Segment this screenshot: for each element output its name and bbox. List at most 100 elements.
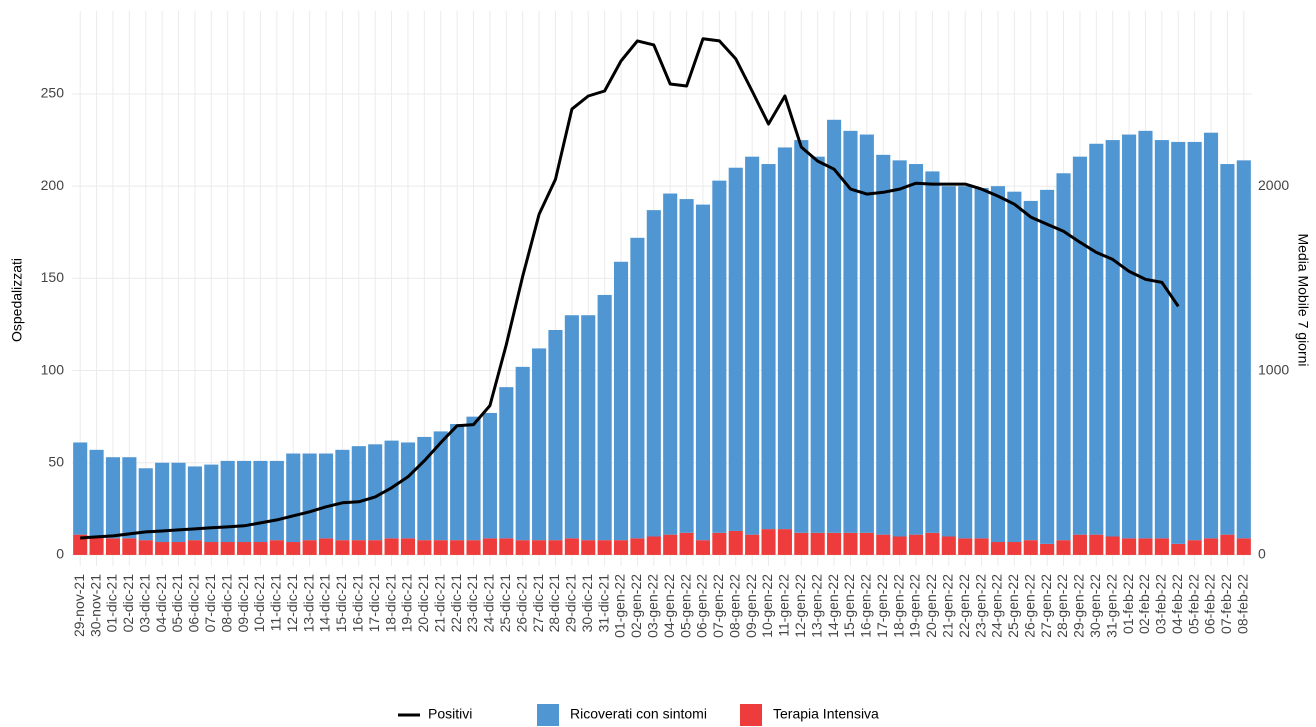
- x-tick-label: 15-gen-22: [841, 574, 857, 638]
- bar: [122, 457, 137, 539]
- bar: [302, 453, 317, 541]
- bar: [89, 449, 104, 537]
- bar: [548, 329, 563, 541]
- bar: [269, 460, 284, 541]
- bar: [515, 540, 530, 555]
- x-tick-label: 16-dic-21: [350, 574, 366, 633]
- x-tick-label: 11-dic-21: [268, 574, 284, 632]
- bar: [1040, 543, 1055, 555]
- bar: [1023, 540, 1038, 555]
- bar: [810, 532, 825, 555]
- bar: [646, 210, 661, 537]
- x-tick-label: 02-feb-22: [1136, 574, 1152, 634]
- legend-swatch: [537, 704, 559, 726]
- bar: [548, 540, 563, 555]
- bar: [351, 446, 366, 541]
- legend-swatch: [740, 704, 762, 726]
- bar: [974, 188, 989, 539]
- bar: [1122, 134, 1137, 539]
- bar: [777, 529, 792, 555]
- bar: [925, 171, 940, 533]
- bar: [204, 542, 219, 555]
- bar: [138, 468, 153, 541]
- bar: [1105, 536, 1120, 555]
- bar: [1056, 540, 1071, 555]
- x-tick-label: 04-gen-22: [661, 574, 677, 638]
- bar: [794, 140, 809, 533]
- x-tick-label: 22-dic-21: [448, 574, 464, 633]
- x-tick-label: 04-dic-21: [153, 574, 169, 633]
- bar: [1138, 538, 1153, 555]
- bar: [1122, 538, 1137, 555]
- y2-tick-label: 0: [1258, 546, 1266, 562]
- bar: [335, 540, 350, 555]
- x-tick-label: 01-gen-22: [612, 574, 628, 638]
- x-tick-label: 30-nov-21: [87, 574, 103, 637]
- bar: [745, 534, 760, 555]
- bar: [761, 164, 776, 530]
- bar: [433, 540, 448, 555]
- bar: [318, 453, 334, 539]
- bar: [679, 199, 694, 533]
- bar: [73, 534, 88, 555]
- x-tick-label: 28-gen-22: [1054, 574, 1070, 638]
- bar: [925, 532, 940, 555]
- bar: [1187, 540, 1202, 555]
- x-tick-label: 05-gen-22: [677, 574, 693, 638]
- bar: [253, 460, 268, 543]
- bar: [499, 538, 514, 555]
- x-tick-label: 09-gen-22: [743, 574, 759, 638]
- x-tick-label: 03-gen-22: [645, 574, 661, 638]
- bar: [1220, 164, 1235, 535]
- bar: [908, 164, 924, 535]
- bar: [1171, 141, 1186, 544]
- bar: [171, 542, 186, 555]
- x-tick-label: 24-gen-22: [989, 574, 1005, 638]
- bar: [974, 538, 989, 555]
- bar: [1072, 156, 1087, 535]
- bar: [663, 193, 678, 535]
- y-tick-label: 150: [41, 269, 65, 285]
- bar: [728, 530, 743, 555]
- bar: [712, 532, 727, 555]
- x-tick-label: 06-dic-21: [186, 574, 202, 633]
- bar: [187, 466, 202, 541]
- bar: [138, 540, 153, 555]
- legend-label: Terapia Intensiva: [773, 706, 879, 722]
- bar: [532, 348, 547, 541]
- x-tick-label: 26-dic-21: [513, 574, 529, 633]
- x-tick-label: 29-dic-21: [563, 574, 579, 633]
- bar: [1236, 160, 1251, 539]
- bar: [1072, 534, 1087, 555]
- x-tick-label: 25-dic-21: [497, 574, 513, 633]
- y-tick-label: 50: [48, 453, 64, 469]
- bar: [745, 156, 760, 535]
- bar: [400, 538, 416, 555]
- bar: [417, 540, 432, 555]
- bar: [908, 534, 924, 555]
- x-tick-label: 19-dic-21: [399, 574, 415, 633]
- x-tick-label: 27-gen-22: [1038, 574, 1054, 638]
- bar: [958, 186, 973, 539]
- x-tick-label: 01-dic-21: [104, 574, 120, 633]
- bar: [335, 449, 350, 541]
- x-tick-label: 08-gen-22: [726, 574, 742, 638]
- bar: [351, 540, 366, 555]
- legend-label: Positivi: [428, 706, 472, 722]
- bar: [155, 462, 170, 543]
- x-tick-label: 08-dic-21: [218, 574, 234, 633]
- bar: [876, 154, 891, 535]
- x-tick-label: 23-dic-21: [464, 574, 480, 633]
- bar: [433, 431, 448, 541]
- bar: [1040, 189, 1055, 544]
- x-tick-label: 12-gen-22: [792, 574, 808, 638]
- bar: [663, 534, 678, 555]
- bar: [679, 532, 694, 555]
- x-tick-label: 24-dic-21: [481, 574, 497, 633]
- x-tick-label: 05-dic-21: [169, 574, 185, 633]
- y-tick-label: 100: [41, 361, 65, 377]
- bar: [220, 460, 235, 543]
- bar: [237, 460, 252, 543]
- x-tick-label: 13-gen-22: [808, 574, 824, 638]
